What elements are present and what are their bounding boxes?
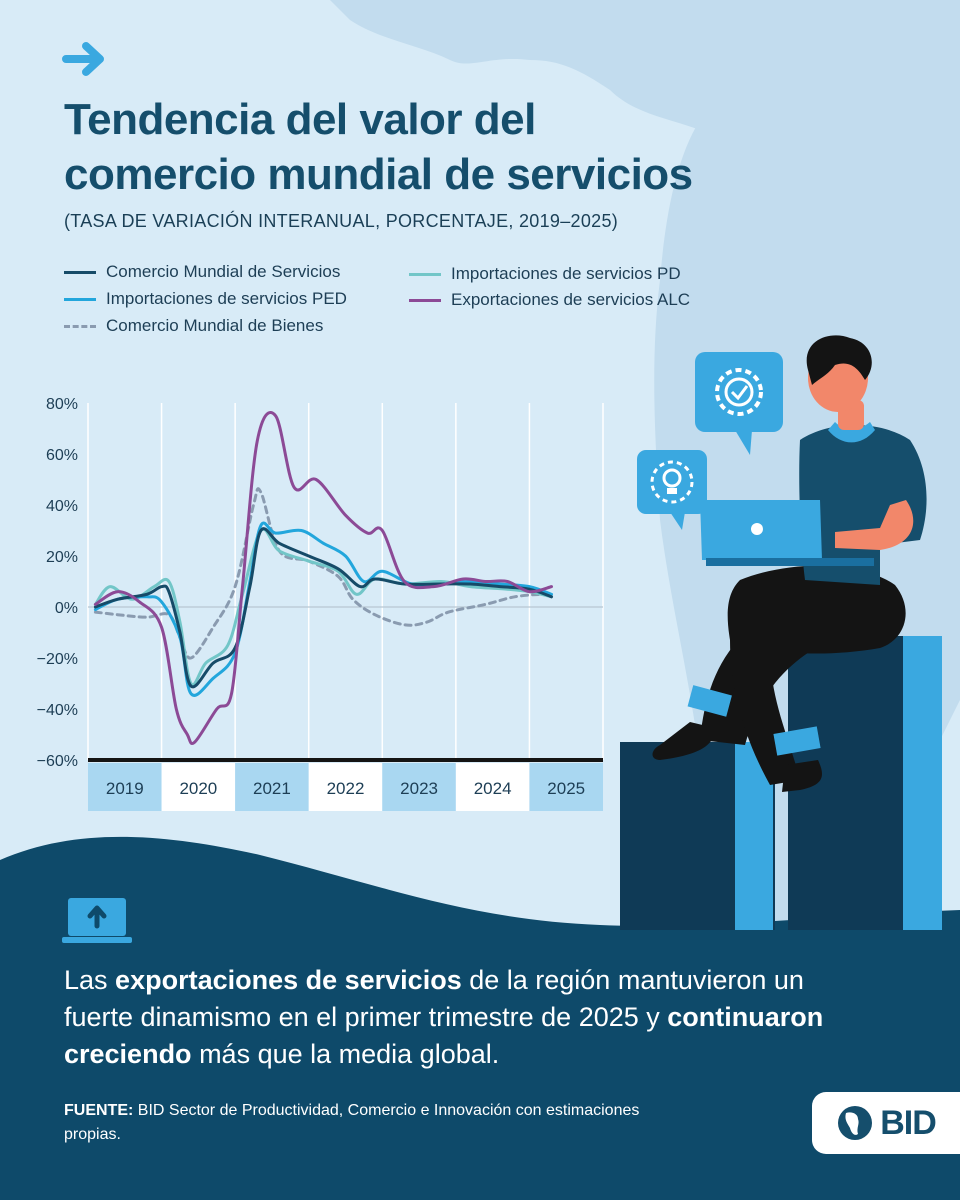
x-category-band xyxy=(235,763,309,811)
series-line-importaciones-de-servicios-ped xyxy=(93,521,553,697)
legend-swatch xyxy=(409,272,441,276)
gear-check-bubble xyxy=(695,352,783,455)
arrow-right-icon xyxy=(62,42,104,76)
laptop-upload-icon xyxy=(62,898,132,943)
bid-logo: BID xyxy=(812,1092,960,1154)
message-text: de la región mantuvieron un fuerte dinam… xyxy=(64,965,804,1032)
legend-label: Importaciones de servicios PED xyxy=(106,289,347,308)
person-laptop-illustration xyxy=(620,335,942,930)
x-tick-label: 2019 xyxy=(106,779,144,798)
legend-label: Comercio Mundial de Bienes xyxy=(106,316,324,335)
legend-item-comercio-bienes: Comercio Mundial de Bienes xyxy=(64,316,323,336)
legend-label: Exportaciones de servicios ALC xyxy=(451,290,691,309)
legend-item-exportaciones-alc: Exportaciones de servicios ALC xyxy=(409,290,690,310)
title-line-1: Tendencia del valor del xyxy=(64,95,536,144)
subtitle: (TASA DE VARIACIÓN INTERANUAL, PORCENTAJ… xyxy=(64,211,619,231)
x-tick-label: 2020 xyxy=(179,779,217,798)
legend-swatch xyxy=(64,297,96,301)
summary-message: Las exportaciones de servicios de la reg… xyxy=(64,962,854,1073)
source-text: BID Sector de Productividad, Comercio e … xyxy=(64,1102,640,1143)
message-text: más que la media global. xyxy=(191,1039,500,1069)
x-tick-label: 2025 xyxy=(547,779,585,798)
y-tick-label: 40% xyxy=(46,498,78,515)
message-text: Las xyxy=(64,965,116,995)
x-category-band xyxy=(529,763,603,811)
x-category-band xyxy=(88,763,162,811)
x-tick-label: 2022 xyxy=(327,779,365,798)
legend-label: Comercio Mundial de Servicios xyxy=(106,262,341,281)
x-category-band xyxy=(308,763,383,811)
y-tick-label: 60% xyxy=(46,447,78,464)
globe-icon xyxy=(838,1106,873,1140)
x-tick-label: 2024 xyxy=(474,779,512,798)
source-note: FUENTE: BID Sector de Productividad, Com… xyxy=(64,1099,684,1147)
legend-swatch xyxy=(64,270,96,274)
person xyxy=(652,335,927,792)
line-chart: 80% 60% 40% 20% 0% −20% −40% −60% 2019 2020 2021 2… xyxy=(37,396,604,811)
message-emphasis: continuaron creciendo xyxy=(64,1002,824,1069)
logo-text: BID xyxy=(880,1103,937,1142)
legend-item-importaciones-ped: Importaciones de servicios PED xyxy=(64,289,347,309)
x-category-band xyxy=(455,763,530,811)
legend-item-importaciones-pd: Importaciones de servicios PD xyxy=(409,264,681,284)
legend-label: Importaciones de servicios PD xyxy=(451,264,681,283)
y-tick-label: −60% xyxy=(37,753,78,770)
legend-swatch xyxy=(64,324,96,328)
laptop xyxy=(700,500,874,566)
title-line-2: comercio mundial de servicios xyxy=(64,150,693,199)
y-tick-label: 0% xyxy=(55,600,78,617)
message-emphasis: exportaciones de servicios xyxy=(115,965,462,995)
gear-bulb-bubble xyxy=(637,450,707,530)
page-title: Tendencia del valor del comercio mundial… xyxy=(64,92,884,202)
x-category-band xyxy=(161,763,236,811)
pedestal-left xyxy=(620,742,775,930)
x-category-band xyxy=(382,763,456,811)
chart-legend: Comercio Mundial de Servicios Importacio… xyxy=(64,262,764,352)
legend-swatch xyxy=(409,298,441,302)
series-line-exportaciones-de-servicios-alc xyxy=(93,411,553,745)
x-tick-label: 2021 xyxy=(253,779,291,798)
y-tick-label: −40% xyxy=(37,702,78,719)
y-tick-label: −20% xyxy=(37,651,78,668)
source-label: FUENTE: xyxy=(64,1102,134,1119)
y-tick-label: 20% xyxy=(46,549,78,566)
series-line-comercio-mundial-de-servicios xyxy=(93,527,553,689)
x-tick-label: 2023 xyxy=(400,779,438,798)
legend-item-comercio-servicios: Comercio Mundial de Servicios xyxy=(64,262,340,282)
y-tick-label: 80% xyxy=(46,396,78,413)
